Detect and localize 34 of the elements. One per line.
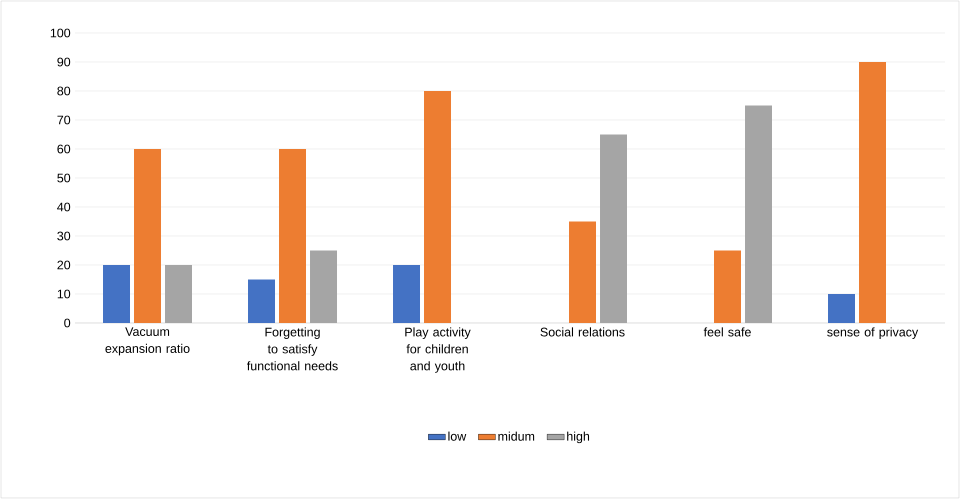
legend-label: midum xyxy=(498,432,534,441)
x-tick-label: Social relations xyxy=(540,327,625,336)
y-tick-label: 80 xyxy=(57,86,70,96)
y-tick-label: 100 xyxy=(50,28,70,38)
x-tick-label: sense of privacy xyxy=(827,327,918,339)
y-tick-label: 40 xyxy=(57,202,70,212)
bar xyxy=(393,264,420,323)
y-tick-label: 10 xyxy=(58,290,70,298)
bar xyxy=(859,62,886,323)
y-tick-label: 20 xyxy=(57,260,70,270)
bar xyxy=(134,148,162,323)
x-tick-label: Forgetting to satisfy functional needs xyxy=(246,327,338,370)
x-tick-label: Play activity for children and youth xyxy=(405,327,471,373)
bar xyxy=(828,294,856,323)
y-tick-label: 60 xyxy=(57,144,70,154)
bar xyxy=(103,264,130,323)
y-tick-label: 70 xyxy=(57,116,70,124)
x-tick-label: feel safe xyxy=(704,327,751,336)
legend-label: high xyxy=(567,432,590,444)
y-tick-label: 90 xyxy=(57,58,70,66)
bar xyxy=(279,148,306,323)
bar xyxy=(310,250,338,323)
bar xyxy=(714,250,742,323)
y-tick-label: 0 xyxy=(64,318,70,328)
x-tick-label: Vacuum expansion ratio xyxy=(105,327,190,356)
bar xyxy=(600,134,628,323)
bar xyxy=(248,279,276,323)
bar xyxy=(569,221,596,323)
bar xyxy=(424,90,452,323)
y-tick-label: 50 xyxy=(57,174,70,182)
y-tick-label: 30 xyxy=(57,232,70,240)
legend-label: low xyxy=(448,432,466,441)
bar xyxy=(745,105,772,323)
bar xyxy=(165,264,192,323)
